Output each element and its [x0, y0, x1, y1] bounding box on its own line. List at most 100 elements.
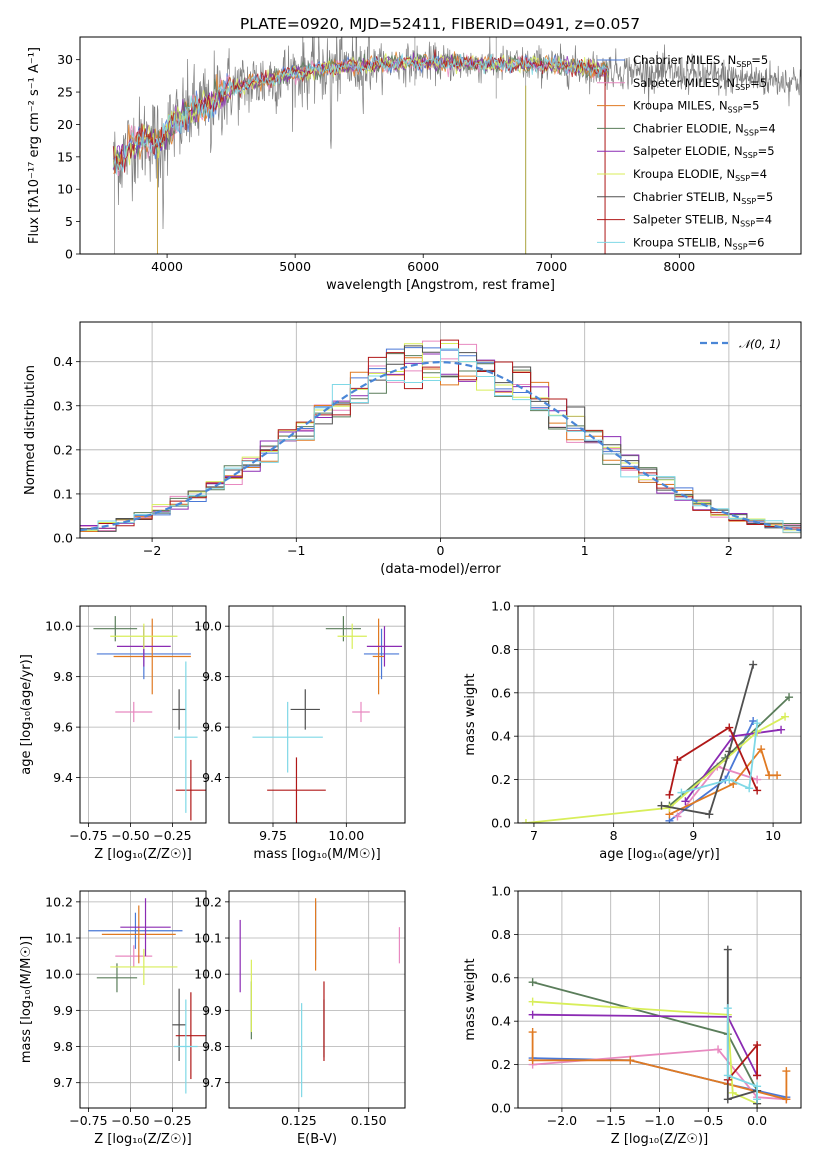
y-tick-label: 1.0	[491, 599, 511, 614]
plot-frame	[228, 890, 406, 1109]
y-tick-label: 9.4	[53, 770, 73, 785]
x-tick-label: −0.50	[111, 1113, 149, 1128]
mass-weight-marker	[753, 1071, 762, 1080]
y-tick-label: 9.7	[53, 1075, 73, 1090]
y-tick-label: 0.4	[491, 729, 511, 744]
x-tick-label: 1	[581, 543, 589, 558]
legend-nssp-value: =5	[758, 144, 775, 158]
legend-nssp-value: =4	[759, 121, 776, 135]
histogram-lines	[80, 339, 801, 537]
mass-weight-marker	[657, 801, 666, 810]
mass-weight-marker	[753, 775, 762, 784]
plot-frame	[517, 605, 802, 824]
y-tick-label: 0.0	[491, 1101, 511, 1116]
plot-frame	[79, 321, 802, 539]
mass-weight-marker	[528, 1010, 537, 1019]
y-tick-label: 0.8	[491, 642, 511, 657]
x-axis-label: (data-model)/error	[380, 562, 501, 577]
y-axis-label: age [log₁₀(age/yr)]	[19, 654, 34, 775]
histogram-step	[80, 347, 801, 532]
y-axis-label: mass weight	[463, 958, 478, 1040]
x-tick-label: 8	[610, 828, 618, 843]
legend-subscript: SSP	[740, 220, 755, 229]
histogram-step	[80, 345, 801, 537]
plot-frame	[79, 605, 207, 824]
legend-subscript: SSP	[744, 128, 759, 137]
x-tick-label: 0.125	[281, 1113, 317, 1128]
mass-weight-marker	[782, 1095, 791, 1104]
x-tick-label: 5000	[279, 259, 311, 274]
x-tick-label: 7	[530, 828, 538, 843]
sfh-age-panel: 7 8 9 10 0.0 0.2 0.4 0.6 0.8 1.0 age [log₁₀(age/yr…	[463, 599, 802, 862]
plot-frame	[79, 890, 207, 1109]
x-tick-label: 9	[689, 828, 697, 843]
histogram-step	[80, 348, 801, 533]
mass-weight-line	[681, 723, 759, 794]
x-tick-label: −0.5	[693, 1113, 723, 1128]
legend-subscript: SSP	[728, 106, 743, 115]
mass-weight-marker	[725, 747, 734, 756]
y-tick-label: 10.0	[45, 967, 73, 982]
y-tick-label: 20	[57, 117, 73, 132]
age-vs-mass-panel: 9.75 10.00 9.4 9.6 9.8 10.0 mass [log₁₀(M/M☉)]	[194, 605, 406, 862]
model-fit-line	[112, 53, 609, 171]
y-axis-label: mass [log₁₀(M/M☉)]	[19, 936, 34, 1063]
plot-frame	[517, 890, 802, 1109]
x-tick-label: 6000	[407, 259, 439, 274]
sfh-Z-marks	[528, 945, 791, 1108]
y-tick-label: 5	[65, 214, 73, 229]
mass-weight-line	[532, 1048, 787, 1101]
legend-entry-label: Salpeter ELODIE, NSSP=5	[633, 144, 775, 160]
legend-subscript: SSP	[735, 83, 750, 92]
model-fit-line	[112, 53, 609, 170]
legend-subscript: SSP	[736, 60, 751, 69]
y-tick-label: 0	[65, 247, 73, 262]
mass-weight-marker	[728, 1088, 737, 1097]
histogram-step	[80, 353, 801, 531]
y-axis-label: Flux [fλ10⁻¹⁷ erg cm⁻² s⁻¹ A⁻¹]	[27, 47, 42, 244]
x-tick-label: 7000	[535, 259, 567, 274]
y-tick-label: 0.1	[53, 486, 73, 501]
mass-weight-marker	[665, 790, 674, 799]
legend-subscript: SSP	[741, 197, 756, 206]
mass-weight-marker	[753, 1082, 762, 1091]
y-tick-label: 0.0	[491, 816, 511, 831]
mass-weight-line	[532, 981, 758, 1092]
x-axis-label: Z [log₁₀(Z/Z☉)]	[94, 847, 191, 862]
mass-weight-marker	[723, 945, 732, 954]
x-tick-label: −0.25	[153, 1113, 191, 1128]
y-tick-label: 10.0	[194, 967, 222, 982]
legend-entry-label: Kroupa STELIB, NSSP=6	[633, 235, 764, 251]
mass-weight-line	[532, 1000, 758, 1105]
y-tick-label: 9.9	[202, 1003, 222, 1018]
x-tick-label: −2.0	[547, 1113, 577, 1128]
age-vs-Z-panel: −0.75 −0.50 −0.25 9.4 9.6 9.8 10.0 Z [log₁₀(Z/Z…	[19, 605, 207, 862]
y-tick-label: 9.8	[53, 1039, 73, 1054]
x-axis-label: Z [log₁₀(Z/Z☉)]	[94, 1132, 191, 1147]
normal-reference-curve	[80, 360, 801, 532]
x-tick-label: −2	[143, 543, 161, 558]
y-tick-label: 9.6	[53, 720, 73, 735]
y-tick-label: 0.6	[491, 685, 511, 700]
y-tick-label: 0.2	[491, 1057, 511, 1072]
mass-weight-marker	[745, 784, 754, 793]
legend-nssp-value: =6	[748, 235, 765, 249]
mass-weight-marker	[753, 1095, 762, 1104]
mass-weight-marker	[705, 810, 714, 819]
residuals-panel: −2 −1 0 1 2 0.0 0.1 0.2 0.3 0.4 (data-model)/error…	[23, 321, 802, 577]
y-tick-label: 9.8	[202, 669, 222, 684]
mass-weight-marker	[725, 775, 734, 784]
x-tick-label: −1.5	[596, 1113, 626, 1128]
histogram-step	[80, 357, 801, 536]
mass-weight-marker	[753, 786, 762, 795]
legend-subscript: SSP	[743, 151, 758, 160]
spectrum-panel: 4000 5000 6000 7000 8000 0 5 10 15 20 25 30 waveleng…	[27, 36, 802, 293]
mass-vs-Z-marks	[88, 898, 206, 1094]
y-tick-label: 9.8	[53, 669, 73, 684]
model-fit-line	[112, 52, 609, 175]
spectrum-legend: Chabrier MILES, NSSP=5 Salpeter MILES, NS…	[597, 53, 776, 251]
x-tick-label: 10.00	[328, 828, 364, 843]
y-tick-label: 0.6	[491, 970, 511, 985]
y-tick-label: 30	[57, 52, 73, 67]
